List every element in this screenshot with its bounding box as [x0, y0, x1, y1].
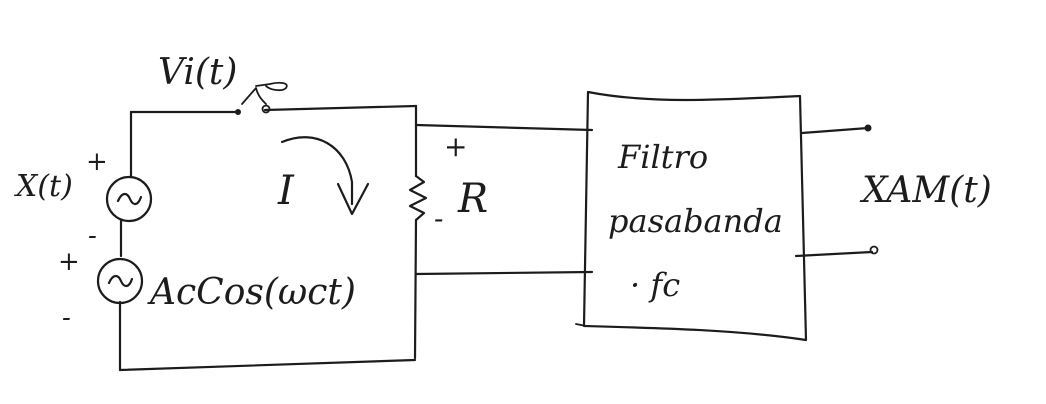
- source1-minus-sign: -: [88, 221, 97, 251]
- carrier-label: AcCos(ωct): [147, 272, 356, 313]
- output-label: XAM(t): [859, 170, 992, 211]
- wire-output-bottom: [794, 250, 874, 258]
- source-x-label: X(t): [14, 169, 73, 204]
- wire-bottom: [118, 358, 417, 372]
- wire-right-bottom: [413, 218, 418, 360]
- resistor-plus-sign: +: [444, 130, 467, 163]
- left-loop-wires: [118, 104, 418, 372]
- ac-source-1: [105, 175, 153, 223]
- resistor-minus-sign: -: [434, 202, 443, 235]
- connection-wires: [414, 123, 594, 276]
- source2-minus-sign: -: [62, 303, 71, 333]
- source2-plus-sign: +: [58, 247, 80, 277]
- current-label: I: [277, 168, 295, 214]
- wire-to-filter-top: [414, 123, 594, 132]
- wire-output-top: [800, 126, 870, 135]
- ac-source-2: [96, 257, 144, 305]
- switch-icon: [235, 81, 288, 115]
- input-voltage-label: Vi(t): [158, 52, 237, 93]
- resistor-label: R: [457, 176, 488, 222]
- source1-plus-sign: +: [86, 147, 108, 177]
- wire-to-filter-bottom: [414, 270, 594, 276]
- wire-top-right: [263, 104, 418, 112]
- filter-title-line1: Filtro: [617, 138, 708, 176]
- curved-arrow-icon: [280, 136, 370, 216]
- filter-center-frequency: · fc: [630, 266, 680, 304]
- filter-title-line2: pasabanda: [608, 202, 783, 240]
- resistor-zigzag-icon: [408, 174, 428, 222]
- ac-source-icon: [96, 257, 144, 305]
- ac-source-icon: [105, 175, 153, 223]
- filter-box: [575, 90, 808, 342]
- output-wires: [794, 124, 879, 258]
